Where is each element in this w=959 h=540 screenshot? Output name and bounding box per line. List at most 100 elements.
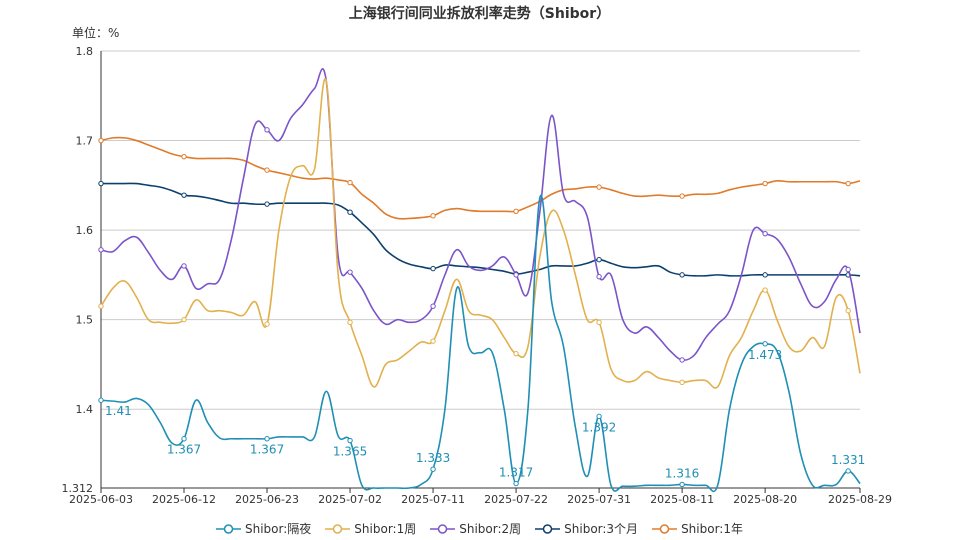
x-tick-label: 2025-06-23 bbox=[235, 493, 299, 506]
data-point bbox=[513, 272, 519, 278]
data-point bbox=[762, 287, 768, 293]
data-point bbox=[430, 213, 436, 219]
legend-label: Shibor:隔夜 bbox=[245, 522, 312, 536]
data-point bbox=[264, 127, 270, 133]
data-point bbox=[762, 180, 768, 187]
x-tick-label: 2025-06-12 bbox=[152, 493, 216, 506]
data-point bbox=[845, 307, 851, 314]
series-1 bbox=[98, 78, 861, 389]
data-label: 1.473 bbox=[748, 348, 782, 362]
data-point bbox=[430, 466, 436, 472]
data-point bbox=[98, 180, 104, 187]
data-point bbox=[596, 319, 602, 326]
x-tick-label: 2025-07-22 bbox=[484, 493, 548, 506]
data-label: 1.333 bbox=[416, 451, 450, 465]
data-point bbox=[264, 167, 270, 173]
data-point bbox=[679, 193, 685, 199]
series-line bbox=[100, 136, 861, 220]
data-label: 1.392 bbox=[582, 420, 616, 434]
legend: Shibor:隔夜 Shibor:1周 Shibor:2周 Shibor:3个月 Shi… bbox=[0, 520, 959, 537]
y-axis-unit-label: 单位：% bbox=[72, 26, 120, 40]
series-line bbox=[101, 182, 861, 277]
data-point bbox=[845, 468, 851, 474]
data-label: 1.367 bbox=[250, 443, 284, 457]
data-point bbox=[513, 208, 519, 214]
data-point bbox=[347, 179, 353, 186]
data-label: 1.331 bbox=[831, 453, 865, 467]
data-label: 1.41 bbox=[105, 404, 132, 418]
series-0: 1.41 1.367 1.367 1.365 1.333 1.317 1.392 1.316 1… bbox=[98, 194, 865, 493]
legend-line-icon bbox=[535, 523, 561, 534]
legend-item[interactable]: Shibor:2周 bbox=[430, 520, 521, 537]
series-line bbox=[100, 68, 861, 361]
data-point bbox=[98, 303, 104, 309]
data-point bbox=[845, 180, 851, 187]
data-point bbox=[181, 436, 187, 442]
data-point bbox=[181, 192, 187, 198]
data-point bbox=[596, 273, 602, 280]
data-point bbox=[845, 266, 851, 273]
data-label: 1.365 bbox=[333, 445, 367, 459]
legend-label: Shibor:2周 bbox=[459, 522, 522, 536]
legend-item[interactable]: Shibor:隔夜 bbox=[216, 520, 311, 537]
data-point bbox=[98, 137, 104, 144]
legend-line-icon bbox=[325, 523, 351, 534]
data-point bbox=[430, 338, 436, 344]
series-4 bbox=[98, 136, 861, 220]
data-point bbox=[347, 319, 353, 326]
x-tick-label: 2025-08-20 bbox=[733, 493, 797, 506]
x-tick-label: 2025-07-11 bbox=[401, 493, 465, 506]
legend-label: Shibor:1周 bbox=[354, 522, 417, 536]
y-tick-label: 1.312 bbox=[62, 482, 94, 495]
legend-line-icon bbox=[652, 523, 678, 534]
data-point bbox=[596, 184, 602, 190]
y-tick-label: 1.4 bbox=[76, 403, 94, 416]
x-tick-label: 2025-07-02 bbox=[318, 493, 382, 506]
chart-title: 上海银行间同业拆放利率走势（Shibor） bbox=[348, 6, 611, 22]
series-3 bbox=[98, 180, 861, 278]
data-point bbox=[596, 256, 602, 263]
data-point bbox=[679, 357, 685, 363]
data-point bbox=[762, 272, 768, 278]
data-point bbox=[513, 480, 519, 487]
legend-label: Shibor:3个月 bbox=[564, 522, 639, 536]
data-point bbox=[264, 321, 270, 327]
data-point bbox=[181, 316, 187, 323]
data-point bbox=[181, 263, 187, 269]
data-point bbox=[430, 265, 436, 272]
data-point bbox=[98, 247, 104, 253]
data-point bbox=[596, 413, 602, 420]
data-point bbox=[98, 397, 104, 403]
x-tick-label: 2025-06-03 bbox=[69, 493, 133, 506]
legend-line-icon bbox=[216, 523, 241, 534]
legend-line-icon bbox=[430, 523, 456, 534]
data-point bbox=[347, 269, 353, 275]
legend-item[interactable]: Shibor:3个月 bbox=[535, 520, 638, 537]
x-tick-label: 2025-08-11 bbox=[650, 493, 714, 506]
series-line bbox=[100, 194, 861, 493]
data-point bbox=[181, 153, 187, 160]
data-point bbox=[430, 303, 436, 309]
data-point bbox=[513, 350, 519, 357]
legend-label: Shibor:1年 bbox=[681, 522, 743, 536]
series-2 bbox=[98, 68, 861, 363]
data-label: 1.316 bbox=[665, 466, 699, 480]
data-point bbox=[264, 201, 270, 207]
data-point bbox=[347, 209, 353, 215]
x-tick-label: 2025-08-29 bbox=[828, 493, 892, 506]
data-point bbox=[264, 436, 270, 442]
y-tick-label: 1.8 bbox=[76, 45, 94, 58]
y-tick-label: 1.6 bbox=[76, 224, 94, 237]
data-point bbox=[679, 481, 685, 488]
data-point bbox=[762, 341, 768, 347]
data-point bbox=[679, 272, 685, 278]
data-label: 1.367 bbox=[167, 443, 201, 457]
legend-item[interactable]: Shibor:1周 bbox=[325, 520, 416, 537]
data-point bbox=[347, 437, 353, 444]
y-tick-label: 1.5 bbox=[76, 314, 94, 327]
legend-item[interactable]: Shibor:1年 bbox=[652, 520, 743, 537]
data-label: 1.317 bbox=[499, 466, 533, 480]
data-point bbox=[679, 379, 685, 386]
series-line bbox=[100, 78, 861, 389]
